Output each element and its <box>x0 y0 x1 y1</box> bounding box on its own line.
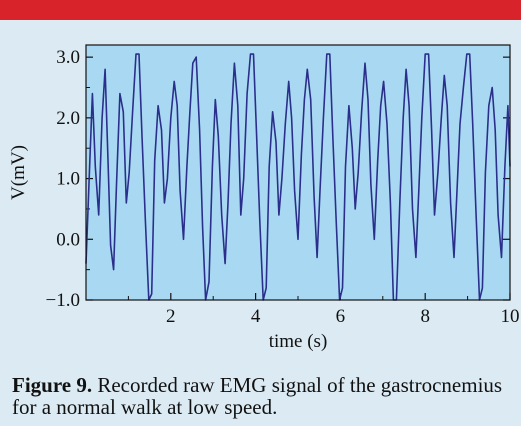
x-tick-label: 4 <box>251 306 261 327</box>
x-tick-label: 6 <box>336 306 346 327</box>
y-tick-label: 0.0 <box>56 229 80 250</box>
x-tick-label: 2 <box>166 306 176 327</box>
x-axis: 2 4 6 8 10 <box>127 293 520 327</box>
figure-caption: Figure 9. Recorded raw EMG signal of the… <box>12 374 512 418</box>
figure-caption-label: Figure 9. <box>12 373 93 397</box>
y-axis-label: V(mV) <box>8 145 29 200</box>
x-axis-label: time (s) <box>269 331 328 352</box>
x-tick-label: 8 <box>420 306 430 327</box>
plot-area <box>86 45 510 300</box>
y-tick-label: 1.0 <box>56 169 80 190</box>
emg-line-chart: −1.0 0.0 1.0 2.0 3.0 2 4 6 8 10 time (s) V(mV) <box>8 44 520 352</box>
x-tick-label: 10 <box>501 306 520 327</box>
y-tick-label: −1.0 <box>46 290 80 311</box>
top-banner <box>0 0 521 20</box>
plot-frame <box>85 44 511 301</box>
y-tick-label: 2.0 <box>56 108 80 129</box>
series-line <box>85 53 511 301</box>
y-tick-label: 3.0 <box>56 47 80 68</box>
figure-caption-text: Recorded raw EMG signal of the gastrocne… <box>12 373 503 419</box>
